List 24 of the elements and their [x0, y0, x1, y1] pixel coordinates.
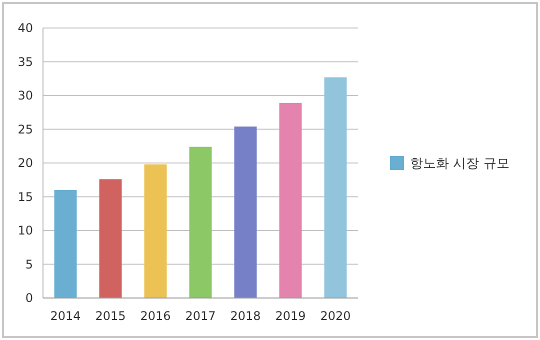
y-tick-label: 20 [18, 156, 33, 170]
bar [144, 164, 167, 298]
bar [324, 77, 347, 298]
y-tick-label: 5 [25, 257, 33, 272]
y-tick-label: 15 [18, 190, 33, 204]
legend-label: 항노화 시장 규모 [410, 156, 510, 172]
bar [234, 126, 257, 298]
bar [189, 146, 212, 298]
x-tick-label: 2016 [140, 309, 171, 323]
x-tick-label: 2015 [95, 309, 126, 323]
x-tick-label: 2018 [230, 309, 261, 323]
y-tick-label: 30 [18, 88, 33, 103]
y-tick-label: 25 [18, 122, 33, 136]
x-tick-label: 2014 [50, 309, 81, 323]
x-tick-label: 2020 [320, 309, 351, 323]
y-tick-label: 40 [18, 21, 33, 36]
x-tick-label: 2017 [185, 309, 216, 323]
y-tick-label: 35 [18, 54, 33, 69]
x-tick-label: 2019 [275, 309, 306, 323]
bar [279, 102, 302, 298]
bar [99, 179, 122, 298]
y-tick-label: 0 [25, 291, 33, 306]
bar [54, 190, 77, 298]
y-tick-label: 10 [18, 224, 33, 238]
